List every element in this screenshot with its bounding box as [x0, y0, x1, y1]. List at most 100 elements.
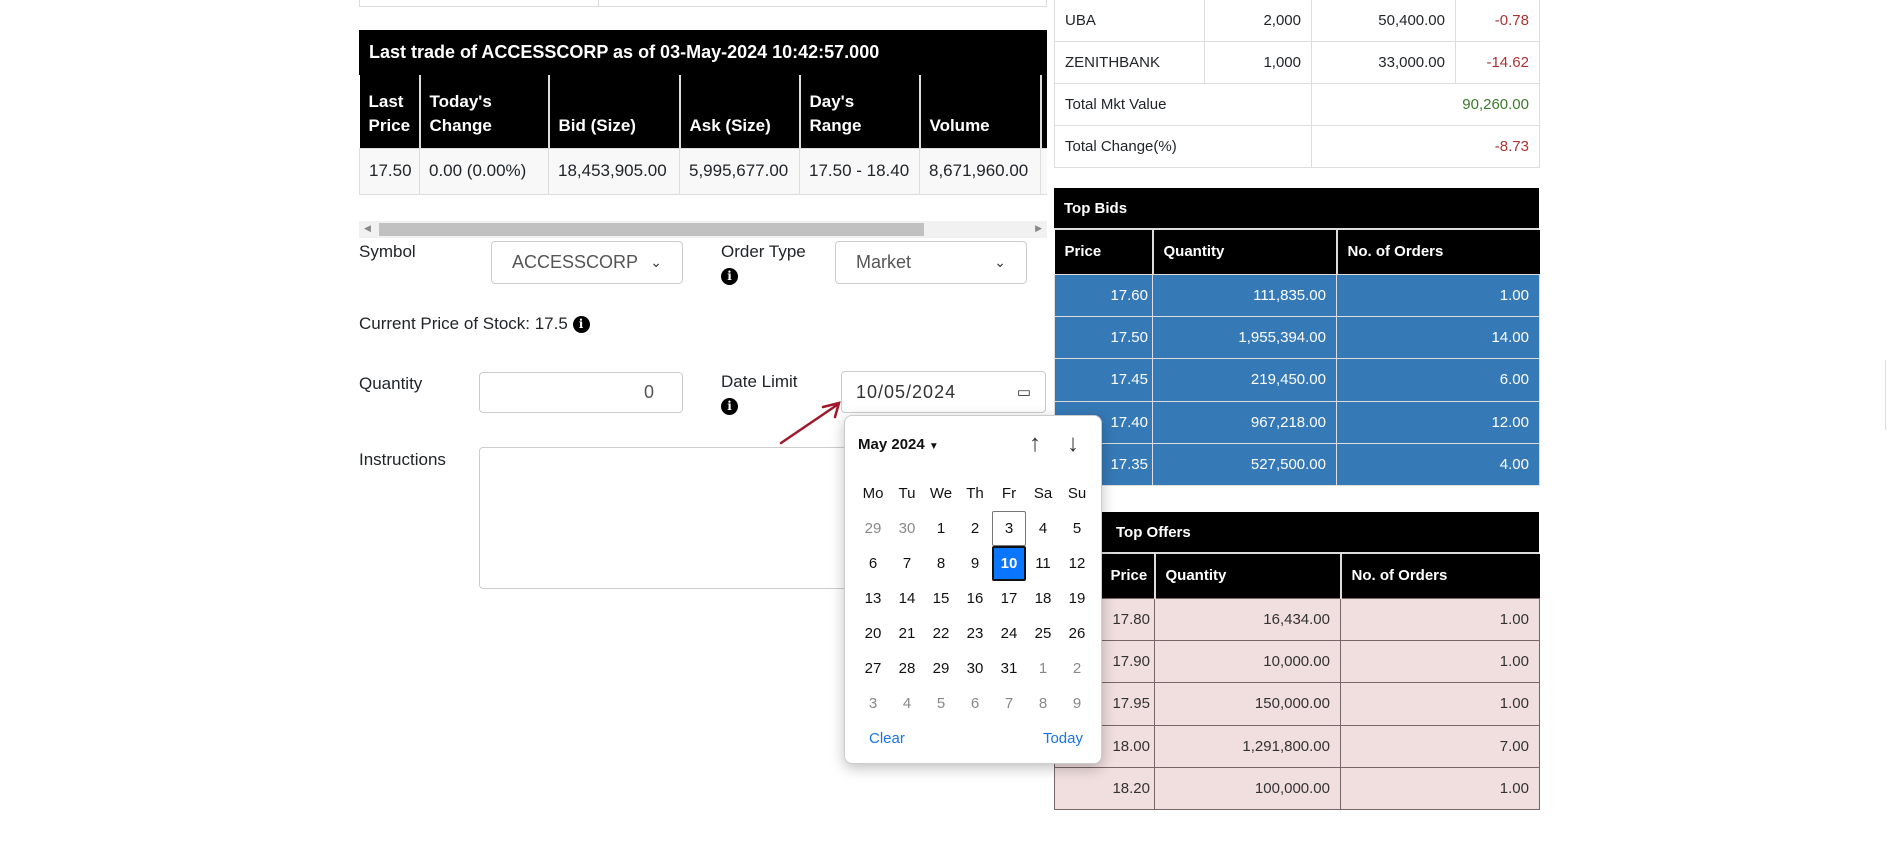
today-button[interactable]: Today — [1042, 730, 1083, 747]
table-row: 17.60 111,835.00 1.00 — [1054, 273, 1540, 317]
table-cell: 17.80 — [1054, 597, 1155, 641]
scroll-right-icon[interactable]: ▶ — [1035, 223, 1042, 233]
info-icon[interactable]: i — [721, 398, 738, 416]
calendar-day[interactable]: 16 — [966, 590, 984, 607]
table-cell: 17.50 — [359, 147, 420, 195]
table-row: 17.45 219,450.00 6.00 — [1054, 358, 1540, 402]
calendar-day[interactable]: 19 — [1068, 590, 1086, 607]
calendar-day[interactable]: 6 — [970, 695, 980, 712]
summary-row: Total Mkt Value 90,260.00 — [1054, 83, 1540, 126]
table-cell: 1.00 — [1340, 639, 1540, 684]
calendar-day[interactable]: 14 — [898, 590, 916, 607]
table-row: 18.20 100,000.00 1.00 — [1054, 767, 1540, 811]
calendar-day[interactable]: 25 — [1034, 625, 1052, 642]
calendar-day[interactable]: 7 — [1004, 695, 1014, 712]
calendar-day[interactable]: 20 — [864, 625, 882, 642]
info-icon[interactable]: i — [721, 268, 738, 286]
symbol-value: ACCESSCORP — [512, 252, 639, 272]
weekday-label: Fr — [1001, 485, 1017, 502]
date-value: 10/05/2024 — [856, 381, 957, 402]
calendar-day[interactable]: 28 — [898, 660, 916, 677]
scroll-left-icon[interactable]: ◀ — [364, 223, 371, 233]
weekday-label: Mo — [862, 485, 884, 502]
page-scrollbar[interactable] — [1885, 360, 1886, 430]
calendar-day[interactable]: 29 — [932, 660, 950, 677]
calendar-day[interactable]: 30 — [898, 520, 916, 537]
calendar-day[interactable]: 29 — [864, 520, 882, 537]
calendar-day[interactable]: 17 — [1000, 590, 1018, 607]
calendar-day[interactable]: 3 — [992, 511, 1026, 546]
previous-month-arrow-icon[interactable]: ↑ — [1029, 430, 1041, 457]
table-row: ZENITHBANK 1,000 33,000.00 -14.62 — [1054, 41, 1540, 84]
table-cell: 4.00 — [1336, 443, 1540, 487]
table-row: 17.40 967,218.00 12.00 — [1054, 400, 1540, 445]
calendar-day[interactable]: 31 — [1000, 660, 1018, 677]
table-cell: 111,835.00 — [1152, 273, 1337, 317]
table-row: 17.50 0.00 (0.00%) 18,453,905.00 5,995,677.… — [359, 147, 1047, 195]
calendar-day[interactable]: 24 — [1000, 625, 1018, 642]
table-cell: 10,000.00 — [1154, 639, 1341, 684]
calendar-day[interactable]: 4 — [902, 695, 912, 712]
calendar-day[interactable]: 7 — [902, 555, 912, 572]
calendar-day[interactable]: 1 — [936, 520, 946, 537]
top-offers-table: Price Quantity No. of Orders 17.80 16,434.00… — [1054, 554, 1540, 811]
top-bids-panel: Top Bids Price Quantity No. of Orders 17.60… — [1054, 188, 1540, 487]
weekday-label: Sa — [1033, 485, 1053, 502]
calendar-day[interactable]: 3 — [868, 695, 878, 712]
last-trade-title: Last trade of ACCESSCORP as of 03-May-20… — [359, 30, 1047, 75]
value-cell: 33,000.00 — [1311, 41, 1456, 84]
calendar-day[interactable]: 10 — [992, 546, 1026, 581]
table-row: UBA 2,000 50,400.00 -0.78 — [1054, 0, 1540, 42]
table-cell: 16,434.00 — [1154, 597, 1341, 641]
date-limit-input[interactable]: 10/05/2024 ▭ — [841, 371, 1046, 413]
holdings-table: UBA 2,000 50,400.00 -0.78 ZENITHBANK 1,000 33,… — [1054, 0, 1540, 168]
table-cell: 1,955,394.00 — [1152, 315, 1337, 360]
calendar-day[interactable]: 27 — [864, 660, 882, 677]
summary-label: Total Change(%) — [1054, 125, 1312, 168]
calendar-day[interactable]: 15 — [932, 590, 950, 607]
calendar-day[interactable]: 8 — [1038, 695, 1048, 712]
calendar-day[interactable]: 22 — [932, 625, 950, 642]
scrollbar-thumb[interactable] — [379, 223, 924, 236]
table-row: 18.00 1,291,800.00 7.00 — [1054, 724, 1540, 769]
calendar-day[interactable]: 26 — [1068, 625, 1086, 642]
column-header: Bid (Size) — [547, 75, 680, 148]
calendar-day[interactable]: 5 — [936, 695, 946, 712]
calendar-icon[interactable]: ▭ — [1016, 384, 1031, 401]
calendar-day[interactable]: 9 — [1072, 695, 1082, 712]
table-cell: 6.00 — [1336, 358, 1540, 402]
symbol-select[interactable]: ACCESSCORP ⌄ — [491, 241, 683, 284]
calendar-day[interactable]: 23 — [966, 625, 984, 642]
info-icon[interactable]: i — [572, 316, 590, 334]
table-cell: 17.50 - 18.40 — [799, 147, 920, 195]
calendar-day[interactable]: 9 — [970, 555, 980, 572]
change-cell: -14.62 — [1455, 41, 1540, 84]
calendar-day[interactable]: 8 — [936, 555, 946, 572]
calendar-day[interactable]: 12 — [1068, 555, 1086, 572]
symbol-cell: ZENITHBANK — [1054, 41, 1205, 84]
table-cell-clipped — [1040, 147, 1047, 195]
calendar-day[interactable]: 4 — [1038, 520, 1048, 537]
weekday-label: Th — [966, 485, 984, 502]
table-cell: 1.00 — [1340, 597, 1540, 641]
order-type-select[interactable]: Market ⌄ — [835, 241, 1027, 284]
next-month-arrow-icon[interactable]: ↓ — [1067, 430, 1079, 457]
clear-button[interactable]: Clear — [869, 730, 905, 747]
calendar-day[interactable]: 2 — [1072, 660, 1082, 677]
calendar-day[interactable]: 5 — [1072, 520, 1082, 537]
table-cell: 527,500.00 — [1152, 443, 1337, 487]
calendar-day[interactable]: 30 — [966, 660, 984, 677]
calendar-day[interactable]: 18 — [1034, 590, 1052, 607]
column-header: Day's Range — [798, 75, 920, 148]
table-row: 17.95 150,000.00 1.00 — [1054, 682, 1540, 726]
calendar-day[interactable]: 21 — [898, 625, 916, 642]
calendar-day[interactable]: 1 — [1038, 660, 1048, 677]
quantity-input[interactable]: 0 — [479, 372, 683, 413]
calendar-day[interactable]: 13 — [864, 590, 882, 607]
month-year-dropdown[interactable]: May 2024 ▼ — [858, 436, 939, 453]
calendar-day[interactable]: 6 — [868, 555, 878, 572]
calendar-day[interactable]: 2 — [970, 520, 980, 537]
quantity-cell: 1,000 — [1204, 41, 1312, 84]
horizontal-scrollbar[interactable]: ◀ ▶ — [359, 221, 1047, 238]
calendar-day[interactable]: 11 — [1035, 555, 1051, 572]
